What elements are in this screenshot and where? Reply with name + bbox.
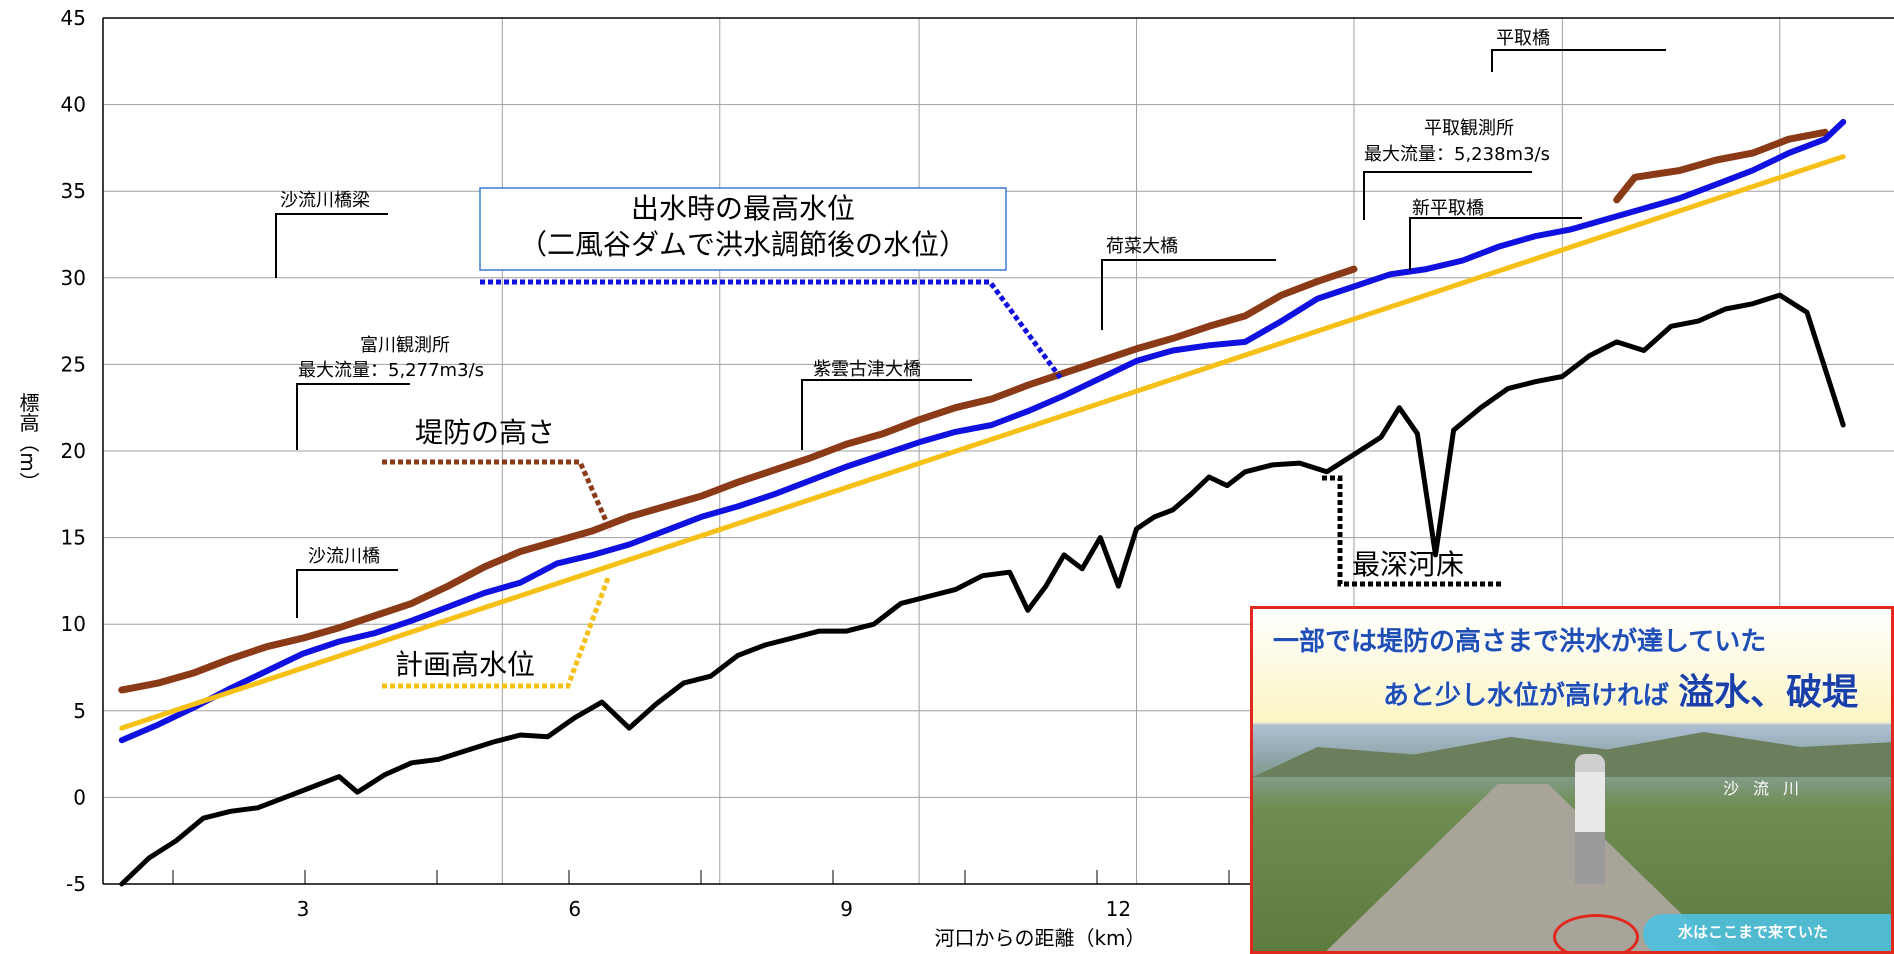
label-saru-river-bridge: 沙流川橋 — [308, 546, 380, 567]
leader-max-water — [480, 279, 1065, 382]
y-tick-label: 20 — [61, 439, 86, 463]
x-tick-label: 12 — [1106, 897, 1131, 921]
leader-shiunkotsu — [801, 379, 972, 450]
label-shiunkotsu-bridge: 紫雲古津大橋 — [813, 359, 921, 380]
leader-shin-biratori — [1409, 217, 1582, 270]
photo-person — [1575, 754, 1605, 884]
deepest-riverbed-label: 最深河床 — [1352, 548, 1464, 581]
annotation-leaders — [275, 49, 1666, 689]
series-line-3-0 — [119, 292, 1846, 887]
label-biratori-station: 平取観測所 — [1424, 118, 1514, 139]
y-tick-label: 5 — [73, 699, 86, 723]
photo-caption-prefix: あと少し水位が高ければ — [1383, 681, 1670, 711]
leader-railway-bridge — [275, 213, 388, 278]
y-tick-labels: 45 40 35 30 25 20 15 10 5 0 -5 — [61, 6, 86, 896]
leader-levee — [382, 459, 613, 532]
leader-biratori-bridge — [1491, 49, 1666, 72]
photo-water-arrow — [1643, 914, 1891, 951]
y-tick-label: 45 — [61, 6, 86, 30]
leader-tomikawa — [296, 383, 410, 450]
y-tick-label: 40 — [61, 93, 86, 117]
label-biratori-bridge: 平取橋 — [1496, 28, 1550, 49]
y-tick-label: 0 — [73, 785, 86, 809]
y-axis-title: 標高（m） — [16, 392, 40, 492]
flood-photo-inset: 水はここまで来ていた 沙流川 一部では堤防の高さまで洪水が達していた あと少し水… — [1250, 606, 1894, 954]
series-line-1-0 — [118, 118, 1847, 744]
y-tick-label: 10 — [61, 612, 86, 636]
y-tick-label: 25 — [61, 352, 86, 376]
photo-mountains — [1253, 732, 1891, 777]
y-tick-label: -5 — [66, 872, 86, 896]
series-line-0-0 — [118, 265, 1358, 694]
series-lines — [118, 118, 1847, 887]
leader-saru-bridge — [296, 569, 398, 618]
label-tomikawa-max-flow: 最大流量：5,277m3/s — [298, 360, 484, 381]
label-shin-biratori-bridge: 新平取橋 — [1412, 198, 1484, 219]
leader-nina — [1101, 259, 1276, 330]
label-tomikawa-station: 富川観測所 — [360, 335, 450, 356]
x-tick-labels: 3 6 9 12 — [297, 897, 1131, 921]
levee-height-label: 堤防の高さ — [415, 416, 555, 449]
x-tick-label: 6 — [568, 897, 581, 921]
series-line-0-1 — [1613, 128, 1829, 204]
x-tick-label: 3 — [297, 897, 310, 921]
planned-water-level-label: 計画高水位 — [395, 648, 535, 681]
max-water-callout-title: 出水時の最高水位 — [631, 192, 855, 225]
leader-riverbed — [1322, 475, 1502, 587]
photo-caption-line1: 一部では堤防の高さまで洪水が達していた — [1273, 627, 1767, 657]
series-line-2-0 — [119, 154, 1846, 731]
label-biratori-max-flow: 最大流量：5,238m3/s — [1364, 144, 1550, 165]
max-water-callout-box — [479, 187, 1007, 271]
photo-caption-line2: あと少し水位が高ければ 溢水、破堤 — [1383, 663, 1858, 715]
y-tick-label: 15 — [61, 526, 86, 550]
leader-planned — [382, 577, 611, 689]
photo-arrow-label: 水はここまで来ていた — [1678, 923, 1829, 941]
label-saru-river-railway-bridge: 沙流川橋梁 — [280, 190, 370, 211]
y-tick-label: 30 — [61, 266, 86, 290]
photo-river-label: 沙流川 — [1723, 779, 1814, 798]
x-tick-label: 9 — [840, 897, 853, 921]
x-axis-title: 河口からの距離（km） — [934, 926, 1145, 950]
photo-highlight-circle — [1553, 914, 1639, 951]
leader-biratori-station — [1363, 171, 1532, 220]
max-water-callout-subtitle: （二風谷ダムで洪水調節後の水位） — [519, 228, 967, 261]
photo-caption-emphasis: 溢水、破堤 — [1678, 672, 1859, 713]
label-nina-bridge: 荷菜大橋 — [1106, 236, 1178, 257]
y-tick-label: 35 — [61, 179, 86, 203]
